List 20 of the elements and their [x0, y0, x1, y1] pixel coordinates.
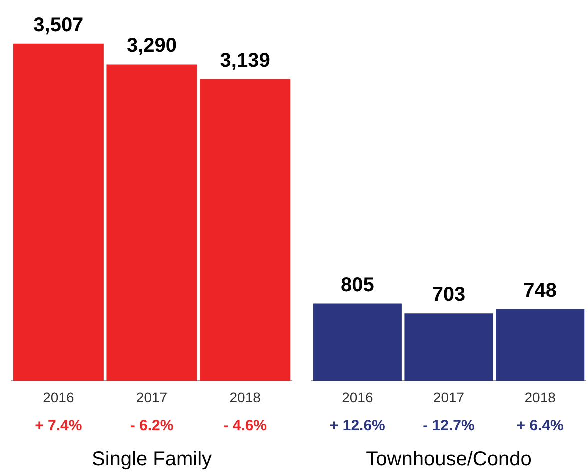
- text: - 12.7%: [423, 417, 475, 434]
- text: + 7.4%: [35, 417, 82, 434]
- x-tick-label: 2016: [43, 389, 74, 406]
- text: - 4.6%: [224, 417, 268, 434]
- x-axis-title: Single Family: [92, 448, 212, 471]
- text: + 12.6%: [330, 417, 386, 434]
- data-label: 703: [432, 284, 466, 306]
- x-tick-label: 2018: [524, 389, 556, 406]
- data-label: 748: [524, 280, 558, 302]
- data-label: 3,507: [34, 14, 84, 36]
- data-label: 805: [340, 274, 374, 296]
- x-tick-label: 2017: [433, 389, 465, 406]
- data-label: 3,290: [126, 35, 178, 58]
- x-tick-label: 2018: [230, 389, 262, 406]
- data-label: 3,139: [220, 50, 270, 72]
- text: - 6.2%: [130, 417, 174, 434]
- x-tick-label: 2016: [342, 389, 374, 406]
- text: + 6.4%: [516, 417, 564, 434]
- x-tick-label: 2017: [136, 389, 168, 406]
- x-axis-title: Townhouse/Condo: [366, 448, 532, 471]
